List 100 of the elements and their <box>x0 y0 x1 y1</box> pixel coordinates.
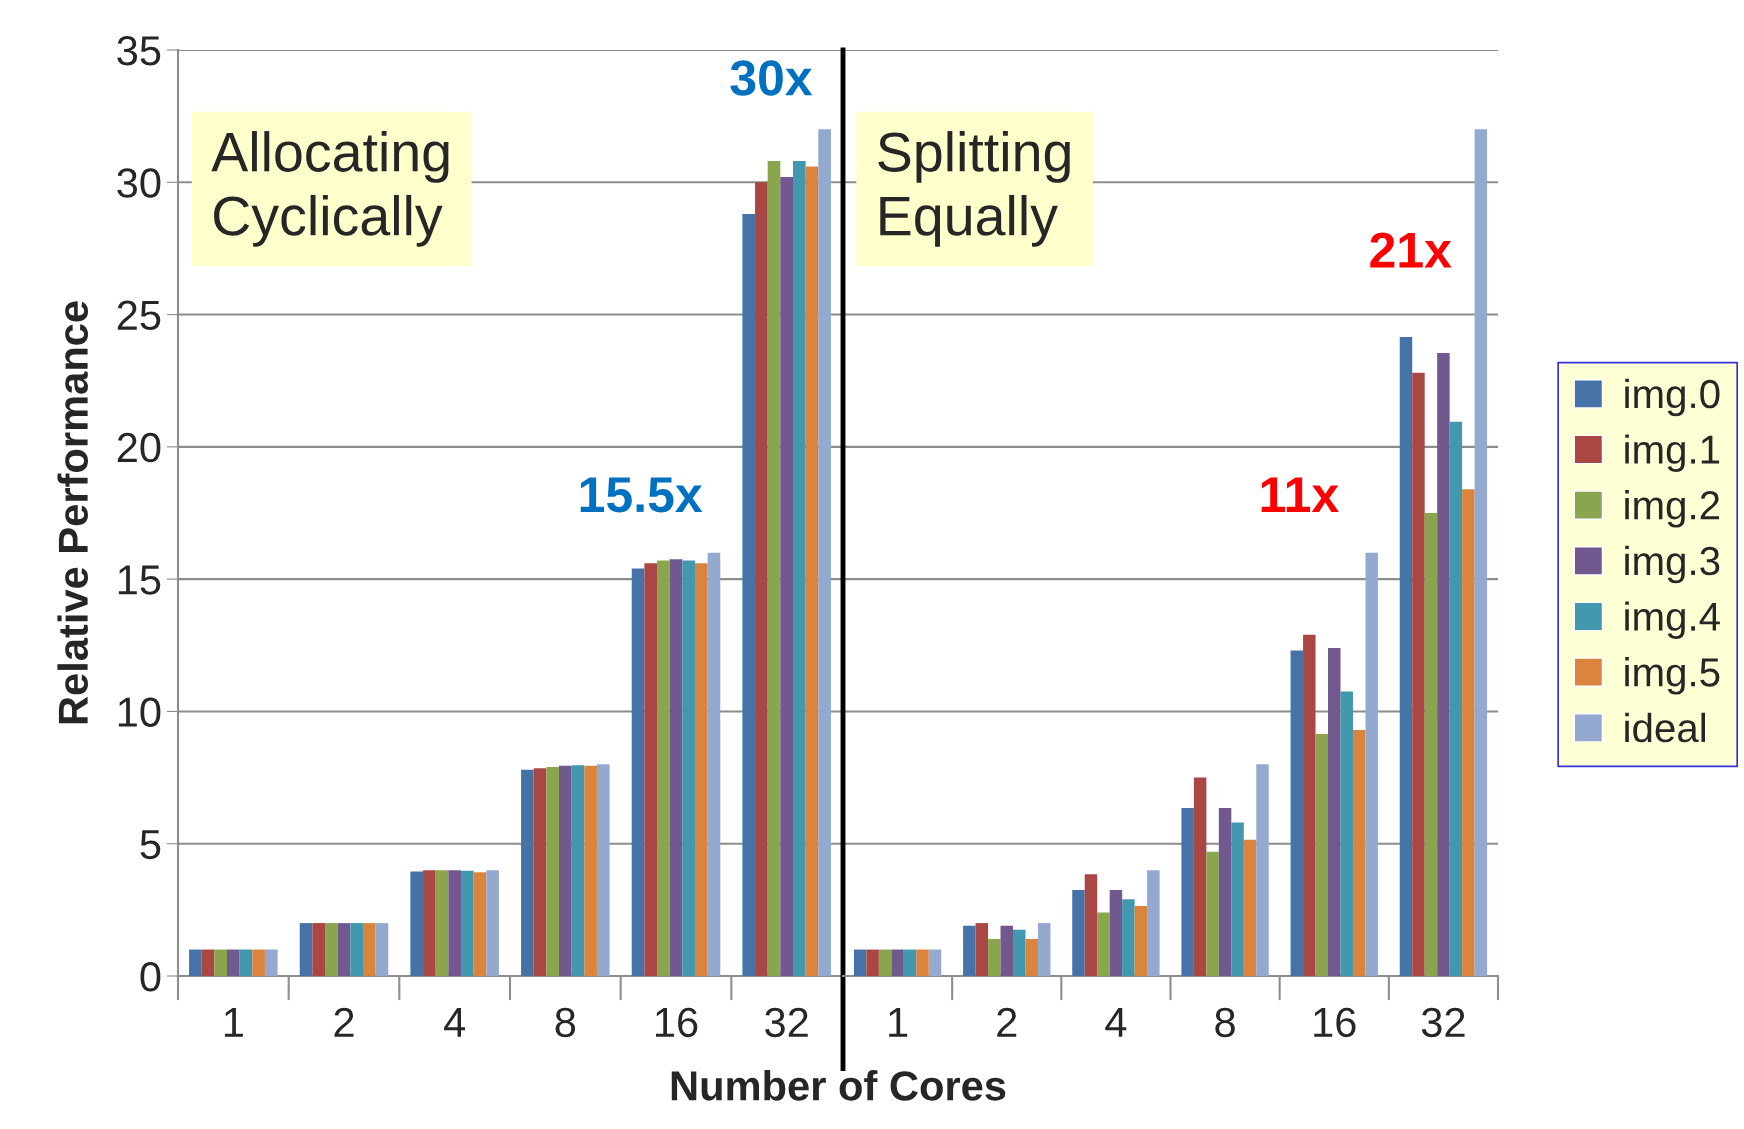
bar <box>299 923 313 976</box>
bar <box>1424 513 1438 976</box>
x-tick-label: 1 <box>889 1008 908 1037</box>
y-tick-label: 0 <box>140 962 161 992</box>
y-tick-label: 5 <box>140 830 161 860</box>
bar <box>423 870 436 976</box>
bar <box>239 949 253 976</box>
bar <box>866 949 879 976</box>
bar <box>1231 822 1244 976</box>
bar <box>1134 905 1148 976</box>
bar <box>559 765 572 976</box>
annotation: 11x <box>1261 477 1339 512</box>
legend-label: img.2 <box>1625 490 1720 528</box>
bar <box>312 923 326 976</box>
bar <box>755 182 768 976</box>
x-tick-label: 2 <box>334 1007 354 1037</box>
bar <box>1474 129 1488 976</box>
bar <box>1352 729 1366 976</box>
bar <box>1290 650 1304 976</box>
x-tick-label: 4 <box>444 1008 466 1037</box>
annotation: 21x <box>1370 232 1452 268</box>
bar <box>1315 733 1329 976</box>
legend-label: img.3 <box>1625 545 1720 584</box>
bar <box>189 949 202 976</box>
bar <box>988 938 1001 976</box>
annotation: Splitting Equally <box>878 131 1070 247</box>
bar <box>1037 923 1051 976</box>
y-tick-label: 20 <box>117 432 161 463</box>
bar <box>362 923 376 976</box>
bar <box>1012 929 1026 976</box>
bar <box>325 923 338 976</box>
bar <box>1147 870 1160 976</box>
bar <box>1399 337 1413 976</box>
bar <box>337 923 351 976</box>
bar <box>1412 372 1425 976</box>
bar <box>1181 808 1194 976</box>
y-tick-label: 10 <box>118 697 161 727</box>
bar <box>669 559 683 976</box>
bar <box>1109 890 1123 976</box>
bar <box>1072 890 1085 976</box>
y-axis-title: Relative Performance <box>57 301 89 724</box>
x-tick-label: 1 <box>224 1008 243 1037</box>
bar <box>448 870 461 976</box>
x-tick-label: 8 <box>555 1007 576 1038</box>
bar <box>682 560 695 976</box>
y-tick-label: 30 <box>117 168 161 198</box>
bar <box>1462 489 1475 976</box>
bar <box>596 764 610 976</box>
bar <box>486 870 499 976</box>
x-tick-label: 32 <box>1421 1007 1465 1038</box>
bar <box>1097 912 1110 976</box>
y-tick-label: 25 <box>117 300 161 331</box>
bar <box>780 176 793 976</box>
y-tick-label: 35 <box>117 36 161 66</box>
x-axis-title: Number of Cores <box>671 1070 1006 1101</box>
bar <box>631 568 645 976</box>
bar <box>533 768 547 976</box>
annotation: Allocating Cyclically <box>211 131 449 247</box>
y-tick-label: 15 <box>118 565 161 595</box>
annotation: 15.5x <box>580 477 703 513</box>
bar <box>1328 647 1341 976</box>
bar <box>1025 938 1038 976</box>
bar <box>644 563 658 976</box>
bar <box>1193 777 1207 976</box>
bar <box>1084 874 1098 976</box>
x-tick-label: 32 <box>765 1007 808 1038</box>
legend-label: img.0 <box>1625 378 1720 417</box>
bar <box>375 923 389 976</box>
bar <box>410 871 424 976</box>
bar <box>435 870 449 976</box>
bar <box>903 949 917 976</box>
bar <box>214 949 228 976</box>
bar <box>1243 839 1257 976</box>
bar <box>963 925 976 976</box>
x-tick-label: 16 <box>656 1007 698 1038</box>
bar <box>546 766 560 976</box>
annotation: 30x <box>730 60 813 96</box>
bar <box>571 765 585 976</box>
bar <box>767 161 781 976</box>
x-tick-label: 16 <box>1314 1007 1356 1038</box>
bar <box>473 872 487 976</box>
bar <box>1437 352 1450 976</box>
bar <box>521 769 534 976</box>
bar <box>584 765 597 976</box>
bar <box>1303 634 1316 976</box>
bar <box>891 949 904 976</box>
bar <box>1206 851 1219 976</box>
bar <box>264 949 278 976</box>
bar <box>1340 691 1353 976</box>
bar <box>707 552 721 976</box>
bar <box>853 949 867 976</box>
legend-label: img.4 <box>1625 601 1720 639</box>
bar <box>1000 925 1013 976</box>
bar <box>878 949 892 976</box>
x-tick-label: 4 <box>1105 1008 1127 1037</box>
bar <box>1365 552 1378 976</box>
x-tick-label: 8 <box>1215 1007 1235 1038</box>
bar <box>201 949 215 976</box>
bar <box>227 949 240 976</box>
bar <box>1256 764 1269 976</box>
